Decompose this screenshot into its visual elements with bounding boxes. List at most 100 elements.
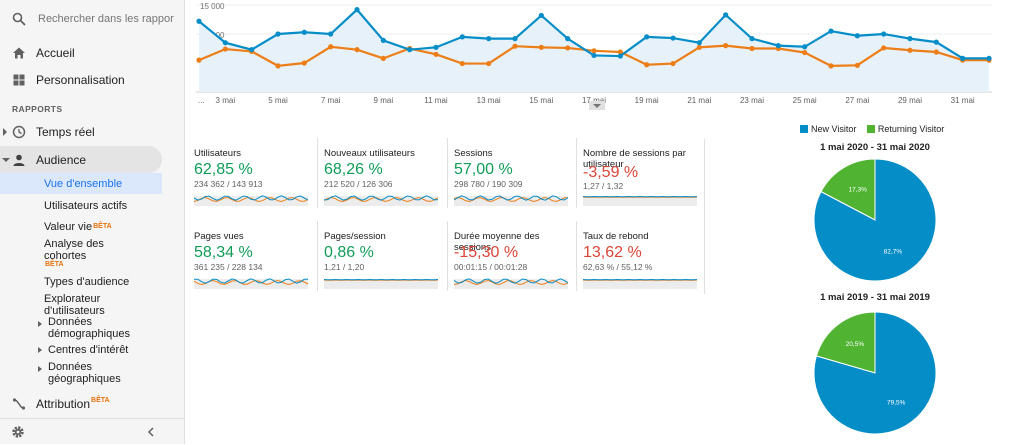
data-point[interactable] bbox=[275, 63, 281, 69]
data-point[interactable] bbox=[354, 47, 360, 53]
metric-card[interactable]: Durée moyenne des sessions -15,30 % 00:01:… bbox=[454, 231, 576, 291]
pie-slice-new[interactable] bbox=[813, 158, 937, 282]
data-point[interactable] bbox=[196, 18, 202, 24]
data-point[interactable] bbox=[486, 36, 492, 42]
metric-title: Taux de rebond bbox=[583, 231, 649, 242]
nav-active-users[interactable]: Utilisateurs actifs bbox=[44, 200, 128, 212]
nav-user-explorer-label-1: Explorateur bbox=[44, 293, 101, 305]
data-point[interactable] bbox=[380, 37, 386, 43]
data-point[interactable] bbox=[222, 46, 228, 52]
metric-card[interactable]: Utilisateurs 62,85 % 234 362 / 143 913 bbox=[194, 148, 316, 208]
data-point[interactable] bbox=[486, 60, 492, 67]
data-point[interactable] bbox=[802, 44, 808, 50]
nav-lifetime-value[interactable]: Valeur vieBÊTA bbox=[44, 221, 112, 233]
data-point[interactable] bbox=[301, 60, 307, 66]
nav-attribution[interactable]: AttributionBÊTA bbox=[0, 391, 184, 417]
data-point[interactable] bbox=[591, 48, 597, 54]
data-point[interactable] bbox=[301, 29, 307, 35]
search-input[interactable]: Rechercher dans les rappor bbox=[38, 13, 174, 25]
data-point[interactable] bbox=[328, 44, 334, 50]
chart-collapse-button[interactable] bbox=[589, 101, 605, 110]
data-point[interactable] bbox=[723, 43, 729, 49]
collapse-caret-icon bbox=[2, 158, 10, 162]
data-point[interactable] bbox=[881, 31, 887, 37]
nav-home[interactable]: Accueil bbox=[0, 40, 184, 66]
data-point[interactable] bbox=[196, 57, 202, 63]
nav-lifetime-value-label: Valeur vie bbox=[44, 221, 93, 233]
metric-value: 62,85 % bbox=[194, 161, 253, 178]
legend-new-swatch bbox=[800, 125, 808, 133]
data-point[interactable] bbox=[644, 62, 650, 68]
data-point[interactable] bbox=[617, 53, 623, 59]
nav-audience-types[interactable]: Types d'audience bbox=[44, 276, 130, 288]
gear-icon[interactable] bbox=[11, 425, 25, 439]
data-point[interactable] bbox=[881, 45, 887, 51]
metric-card[interactable]: Sessions 57,00 % 298 780 / 190 309 bbox=[454, 148, 576, 208]
data-point[interactable] bbox=[933, 49, 939, 55]
data-point[interactable] bbox=[565, 45, 571, 51]
data-point[interactable] bbox=[986, 55, 992, 61]
expand-caret-icon bbox=[3, 128, 7, 136]
collapse-sidebar-icon[interactable] bbox=[146, 427, 156, 437]
metric-card[interactable]: Taux de rebond 13,62 % 62,63 % / 55,12 % bbox=[583, 231, 705, 291]
nav-overview[interactable]: Vue d'ensemble bbox=[44, 178, 123, 190]
data-point[interactable] bbox=[775, 43, 781, 49]
data-point[interactable] bbox=[328, 31, 334, 37]
search-bar[interactable]: Rechercher dans les rappor bbox=[0, 0, 184, 38]
data-point[interactable] bbox=[960, 55, 966, 61]
metric-card[interactable]: Nombre de sessions par utilisateur -3,59 … bbox=[583, 148, 705, 208]
data-point[interactable] bbox=[670, 35, 676, 41]
data-point[interactable] bbox=[749, 36, 755, 42]
metric-card[interactable]: Pages/session 0,86 % 1,21 / 1,20 bbox=[324, 231, 446, 291]
nav-audience[interactable]: Audience bbox=[0, 147, 184, 173]
data-point[interactable] bbox=[459, 60, 465, 67]
nav-cohort-label-1: Analyse des bbox=[44, 238, 104, 250]
nav-demographics[interactable]: Données démographiques bbox=[48, 316, 130, 340]
nav-interests[interactable]: Centres d'intérêt bbox=[48, 344, 129, 356]
data-point[interactable] bbox=[854, 62, 860, 68]
data-point[interactable] bbox=[723, 12, 729, 18]
data-point[interactable] bbox=[696, 44, 702, 50]
data-point[interactable] bbox=[565, 36, 571, 42]
nav-customization[interactable]: Personnalisation bbox=[0, 67, 184, 93]
data-point[interactable] bbox=[828, 63, 834, 69]
data-point[interactable] bbox=[222, 40, 228, 46]
data-point[interactable] bbox=[854, 33, 860, 39]
data-point[interactable] bbox=[512, 36, 518, 42]
pie-chart-2020: 82,7% 17,3% bbox=[813, 158, 937, 282]
nav-cohort-analysis[interactable]: Analyse des cohortes bbox=[44, 238, 104, 262]
metric-title: Nouveaux utilisateurs bbox=[324, 148, 415, 159]
data-point[interactable] bbox=[617, 49, 623, 55]
nav-user-explorer[interactable]: Explorateur d'utilisateurs bbox=[44, 293, 105, 317]
current-period-area bbox=[199, 9, 989, 93]
data-point[interactable] bbox=[591, 52, 597, 59]
data-point[interactable] bbox=[907, 47, 913, 53]
nav-geo[interactable]: Données géographiques bbox=[48, 361, 121, 385]
data-point[interactable] bbox=[275, 31, 281, 37]
data-point[interactable] bbox=[696, 40, 702, 46]
data-point[interactable] bbox=[249, 47, 255, 53]
data-point[interactable] bbox=[512, 43, 518, 49]
data-point[interactable] bbox=[749, 45, 755, 52]
data-point[interactable] bbox=[670, 60, 676, 67]
metric-card[interactable]: Nouveaux utilisateurs 68,26 % 212 520 / 12… bbox=[324, 148, 446, 208]
data-point[interactable] bbox=[802, 49, 808, 56]
data-point[interactable] bbox=[907, 36, 913, 42]
pie-chart-2019: 79,5% 20,5% bbox=[813, 311, 937, 435]
data-point[interactable] bbox=[407, 47, 413, 53]
nav-realtime[interactable]: Temps réel bbox=[0, 119, 184, 145]
data-point[interactable] bbox=[828, 28, 834, 34]
pie-slice-returning[interactable] bbox=[820, 158, 876, 221]
metric-card[interactable]: Pages vues 58,34 % 361 235 / 228 134 bbox=[194, 231, 316, 291]
data-point[interactable] bbox=[538, 12, 544, 19]
data-point[interactable] bbox=[644, 34, 650, 40]
pie-slice-returning[interactable] bbox=[815, 311, 876, 374]
data-point[interactable] bbox=[354, 7, 360, 13]
data-point[interactable] bbox=[459, 34, 465, 40]
data-point[interactable] bbox=[538, 44, 544, 50]
data-point[interactable] bbox=[380, 55, 386, 61]
data-point[interactable] bbox=[433, 44, 439, 50]
data-point[interactable] bbox=[933, 39, 939, 45]
pie-slice-new[interactable] bbox=[813, 311, 937, 435]
data-point[interactable] bbox=[433, 51, 439, 57]
